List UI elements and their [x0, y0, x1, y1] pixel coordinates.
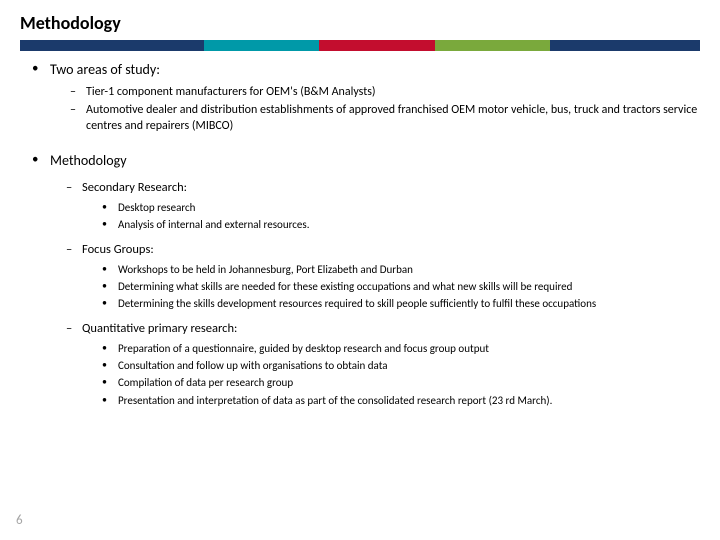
slide-title: Methodology [20, 12, 700, 34]
list-item: Determining what skills are needed for t… [118, 280, 700, 294]
list-item: Consultation and follow up with organisa… [118, 359, 700, 373]
subsection-focus-groups: Focus Groups: Workshops to be held in Jo… [82, 242, 700, 311]
ribbon-segment [319, 40, 435, 51]
ribbon-segment [550, 40, 700, 51]
section-areas: Two areas of study: Tier-1 component man… [50, 61, 700, 134]
ribbon-segment [204, 40, 320, 51]
section-heading: Two areas of study: [50, 61, 160, 78]
list-item: Analysis of internal and external resour… [118, 218, 700, 232]
slide-body: Two areas of study: Tier-1 component man… [20, 61, 700, 408]
list-item: Desktop research [118, 201, 700, 215]
list-item: Compilation of data per research group [118, 376, 700, 390]
list-item: Tier-1 component manufacturers for OEM's… [86, 85, 700, 100]
slide: Methodology Two areas of study: Tier-1 c… [0, 0, 720, 540]
section-heading: Methodology [50, 152, 127, 169]
section-methodology: Methodology Secondary Research: Desktop … [50, 152, 700, 408]
list-item: Preparation of a questionnaire, guided b… [118, 342, 700, 356]
subsection-title: Focus Groups: [82, 242, 154, 257]
subsection-quantitative: Quantitative primary research: Preparati… [82, 321, 700, 407]
ribbon-segment [20, 40, 204, 51]
color-ribbon [20, 40, 700, 51]
subsection-title: Quantitative primary research: [82, 321, 237, 336]
list-item: Presentation and interpretation of data … [118, 394, 700, 408]
list-item: Determining the skills development resou… [118, 297, 700, 311]
ribbon-segment [435, 40, 551, 51]
subsection-secondary-research: Secondary Research: Desktop research Ana… [82, 180, 700, 232]
list-item: Workshops to be held in Johannesburg, Po… [118, 263, 700, 277]
list-item: Automotive dealer and distribution estab… [86, 103, 700, 134]
subsection-title: Secondary Research: [82, 180, 187, 195]
page-number: 6 [16, 513, 23, 528]
